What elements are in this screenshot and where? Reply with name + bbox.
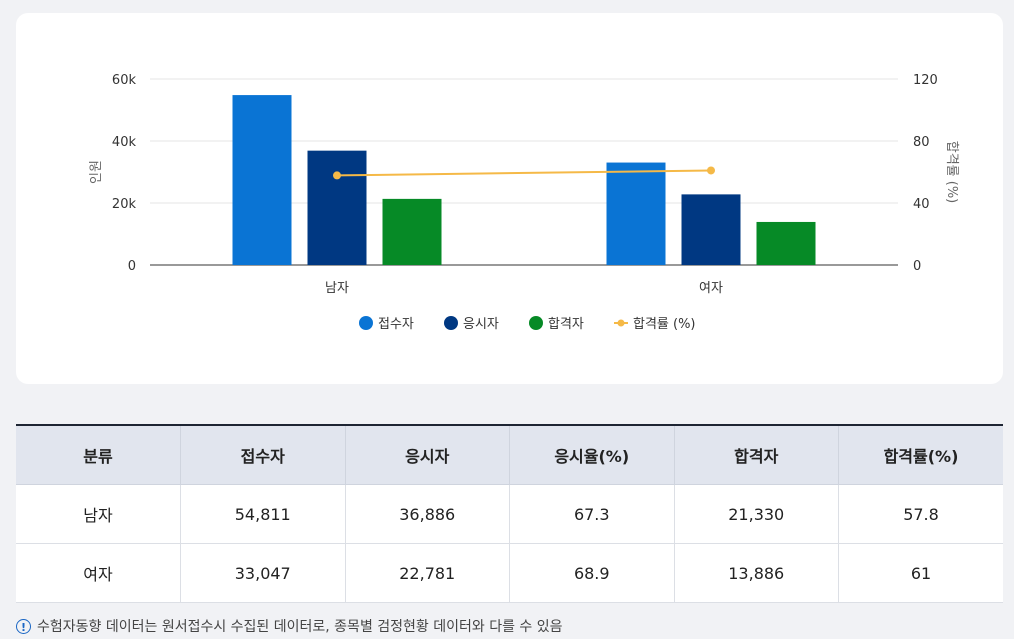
table-cell: 21,330 (674, 484, 839, 544)
legend-marker (444, 316, 458, 330)
table-cell: 68.9 (509, 543, 675, 603)
table-cell: 61 (838, 543, 1003, 603)
legend-line-dot (617, 319, 625, 327)
table-cell: 67.3 (509, 484, 675, 544)
table-cell: 여자 (16, 543, 181, 603)
col-header-applicants: 접수자 (180, 424, 346, 485)
y2-tick-label: 120 (913, 73, 938, 88)
bar-응시자 (681, 194, 741, 265)
bar-합격자 (382, 198, 442, 265)
table-cell: 36,886 (345, 484, 510, 544)
table-row: 여자 33,047 22,781 68.9 13,886 61 (16, 543, 1003, 603)
col-header-exam-rate: 응시율(%) (509, 424, 675, 485)
y2-axis-title: 합격률 (%) (944, 141, 959, 204)
table-cell: 남자 (16, 484, 181, 544)
col-header-passers: 합격자 (674, 424, 839, 485)
bar-접수자 (606, 162, 666, 265)
bar-응시자 (307, 150, 367, 265)
y-tick-label: 0 (128, 259, 136, 274)
exclamation-circle-icon: ! (16, 618, 31, 634)
bar-접수자 (232, 95, 292, 265)
y2-tick-label: 80 (913, 135, 930, 150)
y-axis-title: 인원 (89, 160, 104, 184)
y-tick-label: 40k (112, 135, 137, 150)
col-header-examinees: 응시자 (345, 424, 510, 485)
note-text: 수험자동향 데이터는 원서접수시 수집된 데이터로, 종목별 검정현황 데이터와… (37, 619, 563, 635)
table-cell: 57.8 (838, 484, 1003, 544)
table-cell: 54,811 (180, 484, 346, 544)
table-cell: 22,781 (345, 543, 510, 603)
legend-label: 합격자 (548, 317, 584, 332)
y-tick-label: 60k (112, 73, 137, 88)
category-label: 여자 (699, 281, 723, 296)
legend-label: 합격률 (%) (633, 317, 696, 332)
table-row: 남자 54,811 36,886 67.3 21,330 57.8 (16, 484, 1003, 544)
legend-marker (529, 316, 543, 330)
y-tick-label: 20k (112, 197, 137, 212)
table-cell: 13,886 (674, 543, 839, 603)
line-series (336, 169, 712, 177)
table-header-row: 분류 접수자 응시자 응시율(%) 합격자 합격률(%) (16, 424, 1003, 485)
chart-card: 0 20k 40k 60k 0 40 80 120 인원 합격률 (%) 남자 여자 접수자 응시자 합격자… (16, 13, 1003, 384)
col-header-pass-rate: 합격률(%) (838, 424, 1003, 485)
data-note: ! 수험자동향 데이터는 원서접수시 수집된 데이터로, 종목별 검정현황 데이… (16, 615, 563, 637)
table-cell: 33,047 (180, 543, 346, 603)
bar-합격자 (756, 221, 816, 265)
category-label: 남자 (325, 281, 349, 296)
legend-marker (359, 316, 373, 330)
legend-label: 응시자 (463, 317, 499, 332)
stats-table: 분류 접수자 응시자 응시율(%) 합격자 합격률(%) 남자 54,811 3… (16, 424, 1003, 603)
line-point (707, 166, 715, 175)
y2-tick-label: 0 (913, 259, 921, 274)
line-point (333, 171, 341, 180)
y2-tick-label: 40 (913, 197, 930, 212)
col-header-category: 분류 (16, 424, 181, 485)
legend-label: 접수자 (378, 317, 414, 332)
